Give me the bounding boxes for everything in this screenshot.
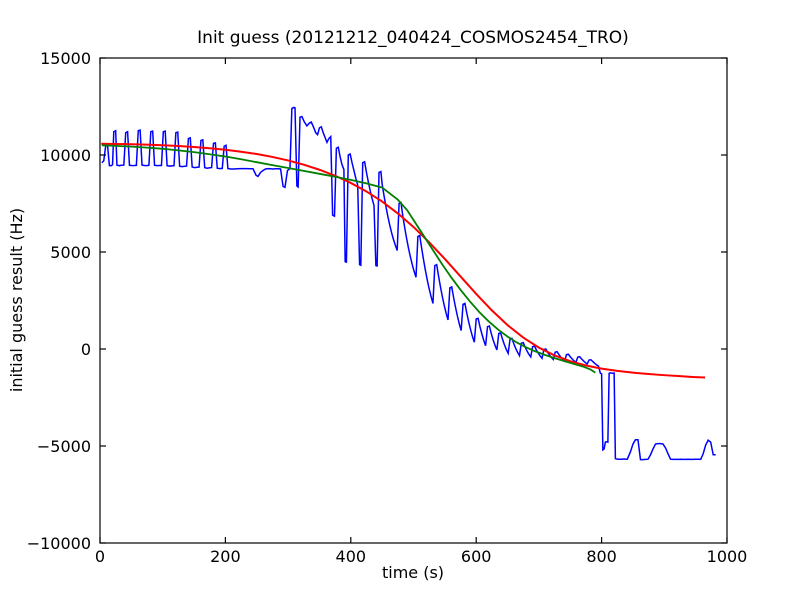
x-tick-label: 1000 [707,547,748,566]
series-line-fit-green- [101,144,596,374]
y-tick-label: −5000 [37,437,91,456]
y-axis-title: initial guess result (Hz) [7,208,26,392]
y-tick-label: 5000 [50,243,91,262]
x-tick-label: 0 [95,547,105,566]
chart-title: Init guess (20121212_040424_COSMOS2454_T… [197,28,629,48]
y-tick-labels: −10000 −5000 0 5000 10000 15000 [27,49,91,553]
series-line-fit-red- [101,142,706,379]
y-tick-label: 10000 [40,146,91,165]
axes-background [100,58,727,543]
y-tick-label: 0 [81,340,91,359]
axes-frame [99,57,728,544]
y-tick-label: 15000 [40,49,91,68]
series-line-measured-initial-guess [101,106,716,461]
x-tick-label: 800 [586,547,617,566]
data-series-group [101,106,716,461]
x-axis-title: time (s) [382,563,444,582]
x-tick-label: 600 [461,547,492,566]
x-tick-label: 200 [210,547,241,566]
x-tick-label: 400 [336,547,367,566]
y-tick-label: −10000 [27,534,91,553]
x-tick-labels: 0 200 400 600 800 1000 [95,547,747,566]
